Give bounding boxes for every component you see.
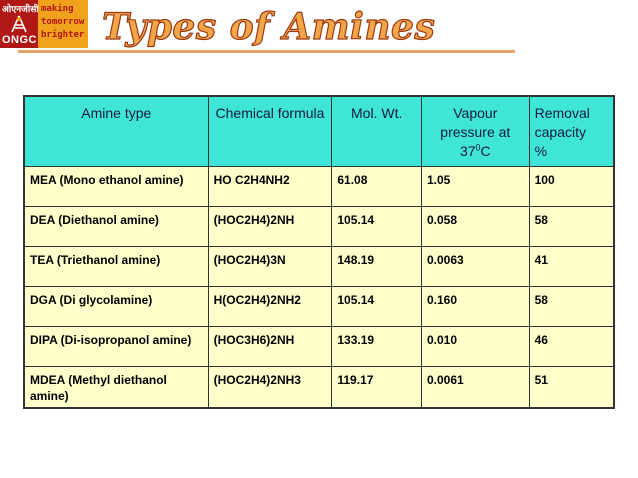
logo-hindi-text: ओएनजीसी xyxy=(2,5,39,15)
cell-formula: (HOC2H4)2NH xyxy=(207,205,333,247)
table-row: MDEA (Methyl diethanol amine) (HOC2H4)2N… xyxy=(23,365,615,408)
cell-amine: MDEA (Methyl diethanol amine) xyxy=(23,365,209,408)
table-row: DIPA (Di-isopropanol amine) (HOC3H6)2NH … xyxy=(23,325,615,367)
header-vapour-pressure: Vapour pressure at 370C xyxy=(421,95,530,167)
cell-vapour: 0.010 xyxy=(421,325,530,367)
cell-mol-wt: 119.17 xyxy=(331,365,422,408)
cell-formula: HO C2H4NH2 xyxy=(207,165,333,207)
cell-mol-wt: 133.19 xyxy=(331,325,422,367)
table-row: TEA (Triethanol amine) (HOC2H4)3N 148.19… xyxy=(23,245,615,287)
cell-vapour: 0.058 xyxy=(421,205,530,247)
cell-mol-wt: 148.19 xyxy=(331,245,422,287)
cell-mol-wt: 61.08 xyxy=(331,165,422,207)
logo-tagline-panel: making tomorrow brighter xyxy=(38,0,88,48)
cell-formula: H(OC2H4)2NH2 xyxy=(207,285,333,327)
cell-amine: TEA (Triethanol amine) xyxy=(23,245,209,287)
cell-mol-wt: 105.14 xyxy=(331,205,422,247)
cell-amine: MEA (Mono ethanol amine) xyxy=(23,165,209,207)
table-header-row: Amine type Chemical formula Mol. Wt. Vap… xyxy=(23,95,615,167)
slide-title: Types of Amines xyxy=(101,5,436,48)
vapour-unit: C xyxy=(480,143,491,159)
cell-removal: 58 xyxy=(528,285,615,327)
cell-formula: (HOC2H4)2NH3 xyxy=(207,365,333,408)
cell-vapour: 0.160 xyxy=(421,285,530,327)
table-row: DEA (Diethanol amine) (HOC2H4)2NH 105.14… xyxy=(23,205,615,247)
logo-brand: ONGC xyxy=(2,34,37,46)
header-amine-type: Amine type xyxy=(23,95,209,167)
cell-vapour: 1.05 xyxy=(421,165,530,207)
cell-removal: 51 xyxy=(528,365,615,408)
cell-removal: 41 xyxy=(528,245,615,287)
cell-formula: (HOC3H6)2NH xyxy=(207,325,333,367)
cell-removal: 58 xyxy=(528,205,615,247)
cell-removal: 46 xyxy=(528,325,615,367)
vapour-label: Vapour pressure at 37 xyxy=(440,105,511,159)
title-underline xyxy=(18,50,515,53)
removal-label: Removal capacity xyxy=(534,105,590,140)
cell-mol-wt: 105.14 xyxy=(331,285,422,327)
cell-amine: DIPA (Di-isopropanol amine) xyxy=(23,325,209,367)
cell-vapour: 0.0061 xyxy=(421,365,530,408)
header-formula: Chemical formula xyxy=(207,95,333,167)
tagline-line-2: tomorrow xyxy=(41,17,85,27)
header-removal-capacity: Removal capacity% xyxy=(528,95,615,167)
logo-red-panel: ओएनजीसी ONGC xyxy=(0,0,39,48)
tagline-line-3: brighter xyxy=(41,30,85,40)
oil-derrick-icon xyxy=(11,15,27,33)
ongc-logo: ओएनजीसी ONGC making tomorrow brighter xyxy=(0,0,88,48)
amines-table: Amine type Chemical formula Mol. Wt. Vap… xyxy=(23,95,615,409)
table-row: DGA (Di glycolamine) H(OC2H4)2NH2 105.14… xyxy=(23,285,615,327)
cell-amine: DEA (Diethanol amine) xyxy=(23,205,209,247)
cell-formula: (HOC2H4)3N xyxy=(207,245,333,287)
tagline-line-1: making xyxy=(41,4,74,14)
cell-vapour: 0.0063 xyxy=(421,245,530,287)
table-row: MEA (Mono ethanol amine) HO C2H4NH2 61.0… xyxy=(23,165,615,207)
removal-unit: % xyxy=(534,143,548,159)
vapour-superscript: 0 xyxy=(475,142,481,153)
header-mol-wt: Mol. Wt. xyxy=(331,95,422,167)
cell-removal: 100 xyxy=(528,165,615,207)
cell-amine: DGA (Di glycolamine) xyxy=(23,285,209,327)
